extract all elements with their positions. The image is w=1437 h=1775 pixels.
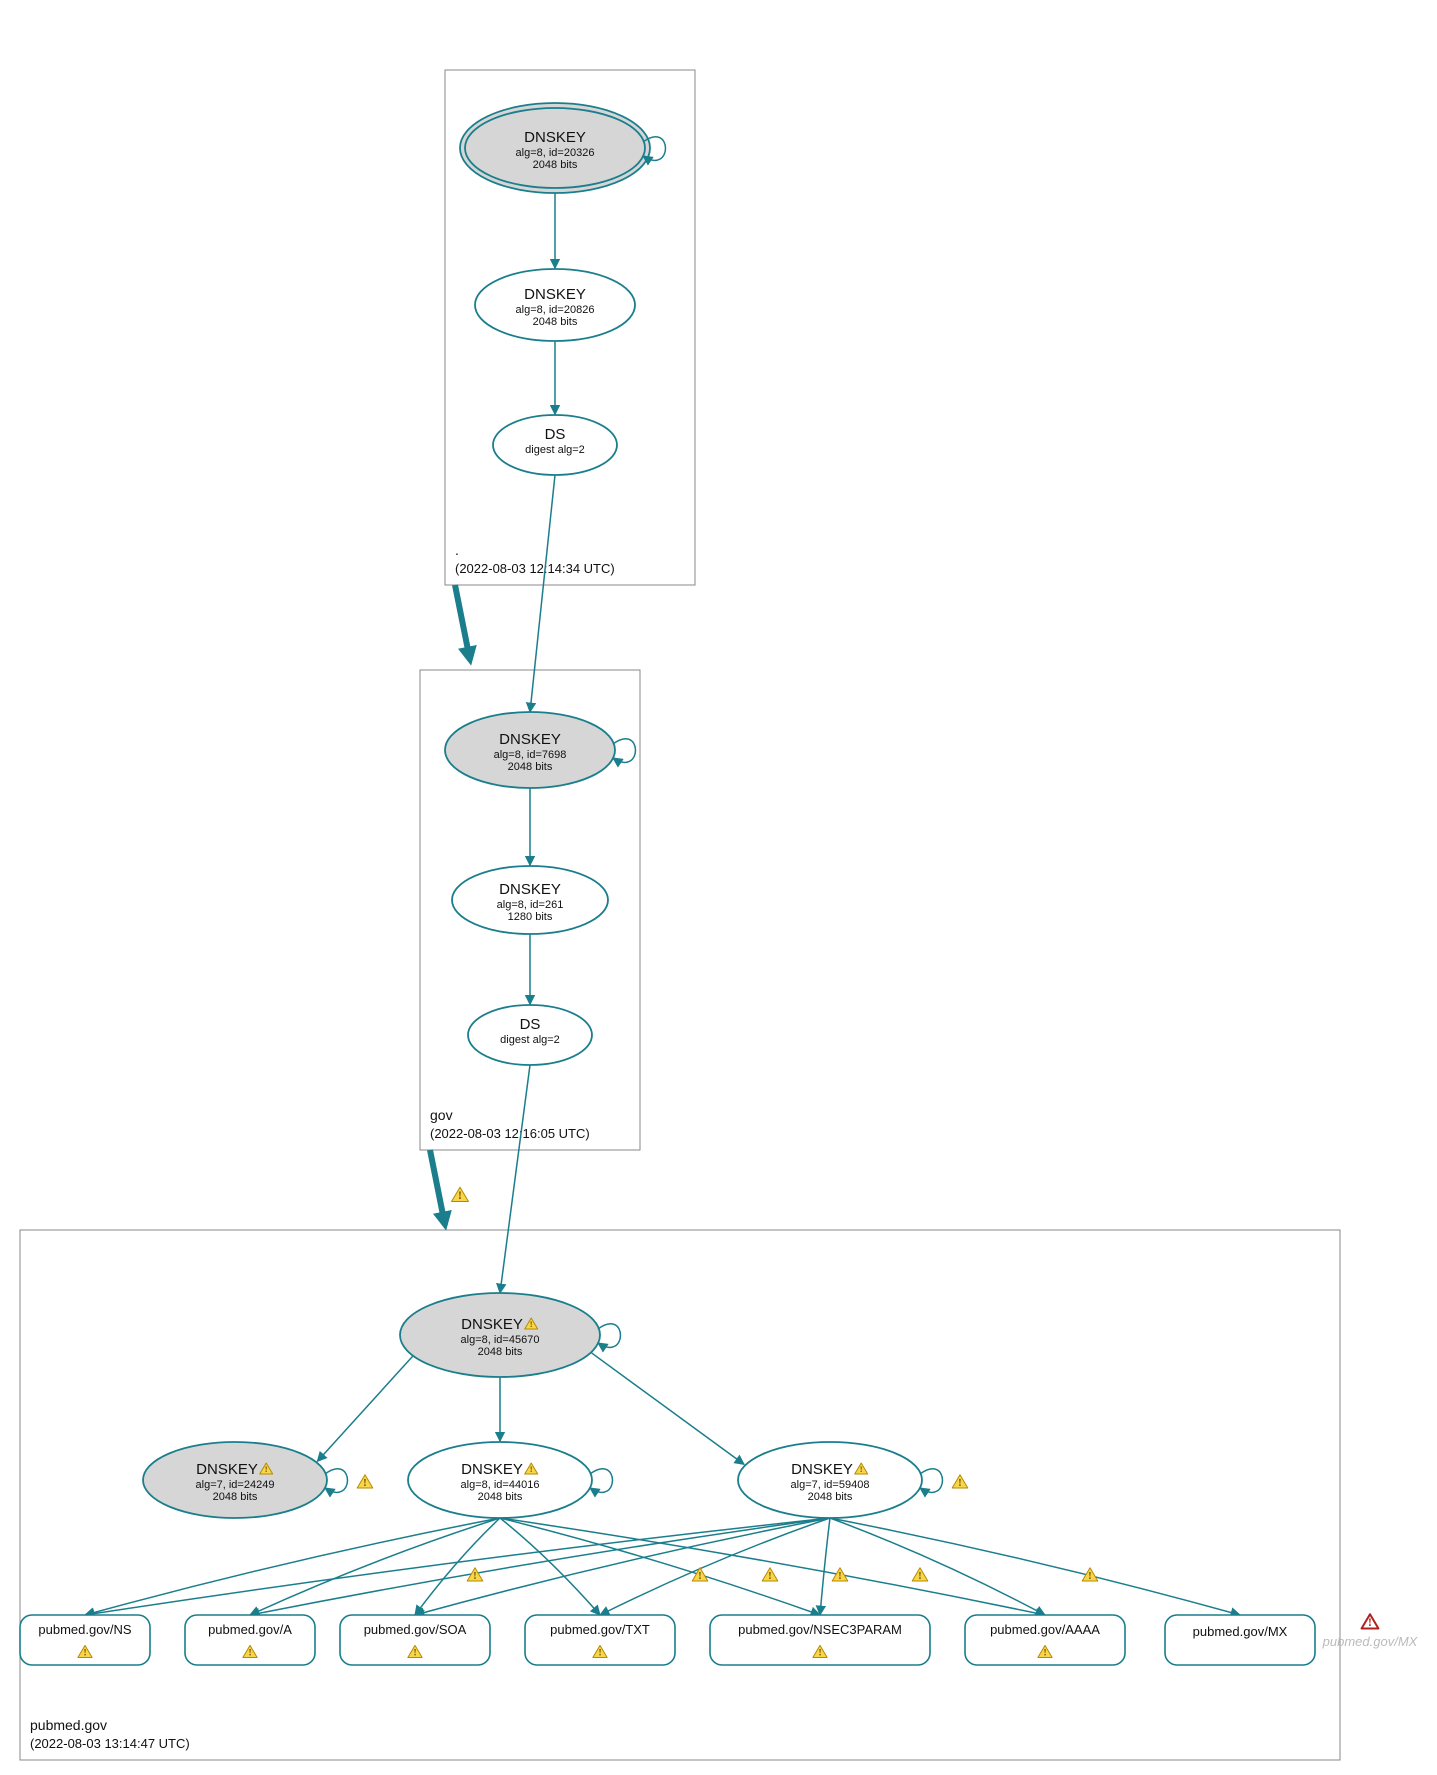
svg-text:pubmed.gov/MX: pubmed.gov/MX — [1322, 1634, 1419, 1649]
node-gov-ksk: DNSKEYalg=8, id=76982048 bits — [445, 712, 636, 788]
svg-text:.: . — [455, 542, 459, 558]
svg-text:!: ! — [413, 1649, 416, 1659]
svg-text:DS: DS — [545, 426, 566, 443]
svg-text:!: ! — [530, 1319, 533, 1329]
svg-text:pubmed.gov/A: pubmed.gov/A — [208, 1622, 292, 1637]
svg-text:pubmed.gov/TXT: pubmed.gov/TXT — [550, 1622, 650, 1637]
edges-layer: !!!!!!! — [85, 187, 1240, 1615]
svg-text:!: ! — [1088, 1571, 1091, 1582]
svg-text:DNSKEY: DNSKEY — [524, 286, 586, 303]
svg-text:alg=7, id=59408: alg=7, id=59408 — [791, 1479, 870, 1491]
svg-text:!: ! — [1043, 1649, 1046, 1659]
node-root-ksk: DNSKEYalg=8, id=203262048 bits — [460, 103, 666, 193]
svg-text:!: ! — [698, 1571, 701, 1582]
rr-rr-ns: pubmed.gov/NS! — [20, 1615, 150, 1665]
svg-text:DNSKEY: DNSKEY — [524, 129, 586, 146]
svg-text:gov: gov — [430, 1107, 453, 1123]
svg-text:alg=8, id=7698: alg=8, id=7698 — [494, 749, 567, 761]
svg-text:2048 bits: 2048 bits — [213, 1491, 258, 1503]
svg-text:!: ! — [248, 1649, 251, 1659]
svg-text:pubmed.gov/SOA: pubmed.gov/SOA — [364, 1622, 467, 1637]
svg-text:!: ! — [458, 1190, 462, 1202]
svg-text:digest alg=2: digest alg=2 — [525, 444, 585, 456]
svg-text:DNSKEY: DNSKEY — [791, 1461, 853, 1478]
svg-text:pubmed.gov/MX: pubmed.gov/MX — [1193, 1624, 1288, 1639]
rr-rr-txt: pubmed.gov/TXT! — [525, 1615, 675, 1665]
svg-text:DNSKEY: DNSKEY — [196, 1461, 258, 1478]
zone-delegation-arrow — [455, 585, 470, 660]
svg-text:(2022-08-03 13:14:47 UTC): (2022-08-03 13:14:47 UTC) — [30, 1736, 190, 1751]
svg-text:DNSKEY: DNSKEY — [499, 731, 561, 748]
rr-rr-mx: pubmed.gov/MX — [1165, 1615, 1315, 1665]
svg-text:alg=8, id=261: alg=8, id=261 — [497, 899, 564, 911]
svg-text:(2022-08-03 12:14:34 UTC): (2022-08-03 12:14:34 UTC) — [455, 561, 615, 576]
svg-text:digest alg=2: digest alg=2 — [500, 1034, 560, 1046]
svg-text:!: ! — [473, 1571, 476, 1582]
rr-shadow-rr-mx-shadow: ! pubmed.gov/MX — [1322, 1614, 1419, 1649]
nodes-layer: DNSKEYalg=8, id=203262048 bitsDNSKEYalg=… — [20, 103, 1419, 1665]
svg-text:!: ! — [363, 1478, 366, 1489]
node-root-zsk: DNSKEYalg=8, id=208262048 bits — [475, 269, 635, 341]
node-root-ds: DSdigest alg=2 — [493, 415, 617, 475]
svg-text:pubmed.gov/NSEC3PARAM: pubmed.gov/NSEC3PARAM — [738, 1622, 902, 1637]
node-pm-ksk: DNSKEY! alg=8, id=456702048 bits — [400, 1293, 621, 1377]
svg-text:2048 bits: 2048 bits — [533, 159, 578, 171]
svg-text:DNSKEY: DNSKEY — [461, 1461, 523, 1478]
node-gov-ds: DSdigest alg=2 — [468, 1005, 592, 1065]
svg-text:!: ! — [768, 1571, 771, 1582]
svg-text:!: ! — [838, 1571, 841, 1582]
rr-rr-nsec: pubmed.gov/NSEC3PARAM! — [710, 1615, 930, 1665]
svg-text:2048 bits: 2048 bits — [478, 1491, 523, 1503]
svg-text:2048 bits: 2048 bits — [808, 1491, 853, 1503]
node-gov-zsk: DNSKEYalg=8, id=2611280 bits — [452, 866, 608, 934]
svg-text:1280 bits: 1280 bits — [508, 911, 553, 923]
svg-text:alg=8, id=45670: alg=8, id=45670 — [461, 1334, 540, 1346]
zone-delegation-arrow — [430, 1150, 445, 1225]
svg-text:!: ! — [818, 1649, 821, 1659]
svg-text:!: ! — [918, 1571, 921, 1582]
svg-text:DNSKEY: DNSKEY — [499, 881, 561, 898]
rr-rr-soa: pubmed.gov/SOA! — [340, 1615, 490, 1665]
svg-text:!: ! — [530, 1464, 533, 1474]
svg-text:!: ! — [860, 1464, 863, 1474]
svg-text:alg=7, id=24249: alg=7, id=24249 — [196, 1479, 275, 1491]
rr-rr-aaaa: pubmed.gov/AAAA! — [965, 1615, 1125, 1665]
node-pm-k24249: ! DNSKEY! alg=7, id=242492048 bits — [143, 1442, 373, 1518]
svg-text:!: ! — [265, 1464, 268, 1474]
svg-text:!: ! — [1368, 1616, 1372, 1629]
node-pm-k44016: DNSKEY! alg=8, id=440162048 bits — [408, 1442, 613, 1518]
svg-text:2048 bits: 2048 bits — [533, 316, 578, 328]
svg-text:!: ! — [598, 1649, 601, 1659]
svg-text:pubmed.gov: pubmed.gov — [30, 1717, 107, 1733]
svg-text:alg=8, id=44016: alg=8, id=44016 — [461, 1479, 540, 1491]
svg-text:pubmed.gov/NS: pubmed.gov/NS — [38, 1622, 132, 1637]
svg-text:pubmed.gov/AAAA: pubmed.gov/AAAA — [990, 1622, 1100, 1637]
svg-text:2048 bits: 2048 bits — [478, 1346, 523, 1358]
svg-text:alg=8, id=20326: alg=8, id=20326 — [516, 147, 595, 159]
svg-text:DS: DS — [520, 1016, 541, 1033]
svg-text:DNSKEY: DNSKEY — [461, 1316, 523, 1333]
node-pm-k59408: ! DNSKEY! alg=7, id=594082048 bits — [738, 1442, 968, 1518]
svg-text:!: ! — [958, 1478, 961, 1489]
svg-text:(2022-08-03 12:16:05 UTC): (2022-08-03 12:16:05 UTC) — [430, 1126, 590, 1141]
svg-text:2048 bits: 2048 bits — [508, 761, 553, 773]
rr-rr-a: pubmed.gov/A! — [185, 1615, 315, 1665]
svg-text:alg=8, id=20826: alg=8, id=20826 — [516, 304, 595, 316]
svg-text:!: ! — [83, 1649, 86, 1659]
